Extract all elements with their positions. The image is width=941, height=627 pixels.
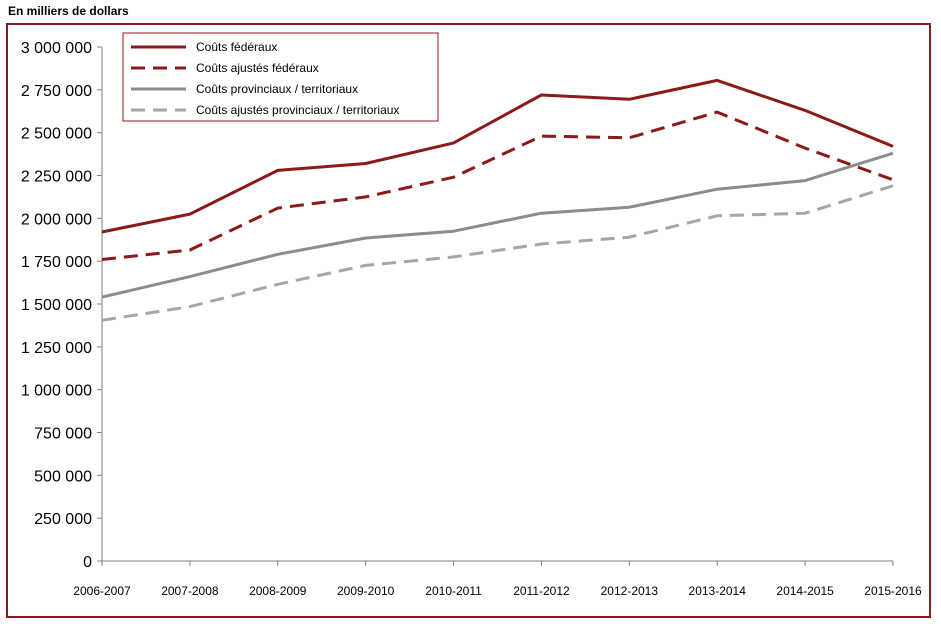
x-tick-label: 2010-2011	[425, 584, 482, 598]
unit-label: En milliers de dollars	[8, 4, 129, 18]
y-tick-label: 1 750 000	[21, 254, 92, 271]
legend-label: Coûts ajustés provinciaux / territoriaux	[196, 103, 399, 117]
series-line-4	[101, 184, 894, 322]
x-tick-label: 2014-2015	[776, 584, 834, 598]
series-layer	[101, 78, 894, 322]
y-tick-label: 3 000 000	[21, 40, 92, 57]
series-line-2	[101, 110, 894, 261]
y-tick-label: 0	[83, 554, 92, 571]
x-tick-label: 2011-2012	[513, 584, 570, 598]
y-tick-label: 500 000	[34, 468, 92, 485]
y-tick-label: 250 000	[34, 511, 92, 528]
x-tick-label: 2008-2009	[249, 584, 307, 598]
y-tick-label: 2 000 000	[21, 211, 92, 228]
y-tick-label: 2 750 000	[21, 83, 92, 100]
y-tick-label: 2 500 000	[21, 126, 92, 143]
y-tick-label: 1 250 000	[21, 340, 92, 357]
legend: Coûts fédéraux Coûts ajustés fédéraux Coût…	[122, 32, 439, 122]
x-tick-label: 2013-2014	[689, 584, 747, 598]
x-tick-label: 2007-2008	[161, 584, 219, 598]
x-tick-label: 2012-2013	[601, 584, 659, 598]
y-tick-label: 1 500 000	[21, 297, 92, 314]
x-tick-label: 2009-2010	[337, 584, 395, 598]
legend-label: Coûts fédéraux	[196, 40, 277, 54]
series-line-3	[101, 151, 894, 299]
legend-label: Coûts provinciaux / territoriaux	[196, 82, 358, 96]
y-tick-label: 1 000 000	[21, 383, 92, 400]
chart-frame	[6, 23, 931, 618]
x-tick-label: 2006-2007	[73, 584, 131, 598]
x-tick-label: 2015-2016	[864, 584, 922, 598]
axes: 0 250 000 500 000 750 000 1 000 000 1 250 000…	[21, 40, 922, 598]
y-tick-label: 2 250 000	[21, 169, 92, 186]
legend-label: Coûts ajustés fédéraux	[196, 61, 319, 75]
y-tick-label: 750 000	[34, 426, 92, 443]
series-line-1	[101, 78, 894, 234]
